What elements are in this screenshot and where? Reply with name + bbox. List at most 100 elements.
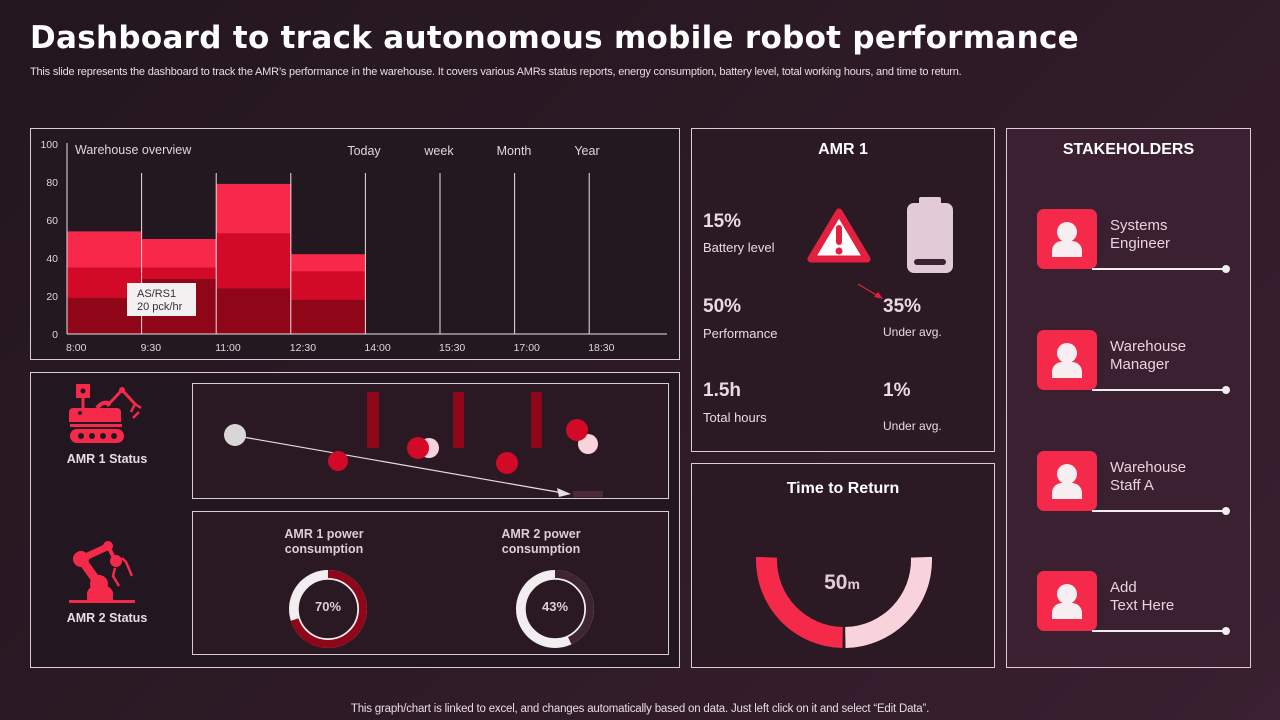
amr2-power-title-line1: AMR 2 power xyxy=(501,527,581,541)
y-tick-label: 0 xyxy=(52,329,58,341)
person-icon xyxy=(1052,343,1082,378)
person-icon xyxy=(1052,464,1082,499)
stakeholders-panel: STAKEHOLDERS Systems Engineer Warehouse Man… xyxy=(1006,128,1251,668)
time-to-return-gauge xyxy=(756,556,932,648)
period-tab-today[interactable]: Today xyxy=(347,144,381,158)
status-start-dot xyxy=(224,424,246,446)
amr1-power-title-line1: AMR 1 power xyxy=(284,527,364,541)
y-tick-label: 100 xyxy=(40,139,58,151)
status-flow-box xyxy=(192,383,669,499)
time-to-return-value: 50m xyxy=(802,571,882,595)
performance-value: 50% xyxy=(703,296,742,317)
x-tick-label: 18:30 xyxy=(588,342,614,354)
time-to-return-title: Time to Return xyxy=(786,480,900,497)
x-tick-label: 15:30 xyxy=(439,342,465,354)
amr1-power-value: 70% xyxy=(314,599,342,614)
period-tab-week[interactable]: week xyxy=(423,144,454,158)
amr2-power-donut xyxy=(516,570,594,648)
y-tick-label: 80 xyxy=(46,177,58,189)
amr2-power-title-line2: consumption xyxy=(501,542,581,556)
gauge-filled xyxy=(756,556,843,648)
amr1-power-title: AMR 1 power consumption xyxy=(254,527,394,557)
amr2-power-value: 43% xyxy=(541,599,569,614)
stakeholder-name: Systems Engineer xyxy=(1110,217,1170,253)
y-tick-label: 20 xyxy=(46,291,58,303)
chart-title: Warehouse overview xyxy=(75,143,192,157)
status-dot xyxy=(328,451,348,471)
stakeholder-item: Add Text Here xyxy=(1037,571,1237,641)
connector-line xyxy=(1092,389,1227,391)
avatar xyxy=(1037,330,1097,390)
amr1-status-label: AMR 1 Status xyxy=(66,452,148,466)
x-tick-label: 8:00 xyxy=(66,342,87,354)
warning-icon xyxy=(807,208,871,263)
x-tick-label: 12:30 xyxy=(290,342,316,354)
stakeholder-name-line2: Engineer xyxy=(1110,235,1171,252)
avatar xyxy=(1037,451,1097,511)
page-title: Dashboard to track autonomous mobile rob… xyxy=(30,20,1079,56)
time-to-return-number: 50 xyxy=(824,571,848,594)
arrow-head-icon xyxy=(557,488,571,497)
stakeholder-name-line2: Manager xyxy=(1110,356,1170,373)
person-icon xyxy=(1052,584,1082,619)
amr1-title: AMR 1 xyxy=(818,141,868,158)
robot-vehicle-icon xyxy=(69,384,142,443)
amr1-power-donut xyxy=(289,570,367,648)
amr2-status-label: AMR 2 Status xyxy=(66,611,148,625)
stakeholders-title: STAKEHOLDERS xyxy=(1062,141,1195,158)
stakeholder-name: Warehouse Manager xyxy=(1110,338,1186,374)
stakeholder-name-line1: Add xyxy=(1110,579,1137,596)
gauge-remaining xyxy=(845,556,932,648)
status-target-marker xyxy=(573,491,603,497)
status-dot xyxy=(496,452,518,474)
status-bar-2 xyxy=(453,392,464,448)
donut-hole xyxy=(524,578,586,640)
connector-line xyxy=(1092,510,1227,512)
connector-line xyxy=(1092,268,1227,270)
total-hours-value: 1.5h xyxy=(703,380,742,401)
x-tick-label: 9:30 xyxy=(141,342,162,354)
down-arrow-icon xyxy=(857,283,883,299)
warehouse-overview-chart: Warehouse overview 0 20 40 60 80 100 8:00 9:30 1… xyxy=(40,139,667,354)
connector-line xyxy=(1092,630,1227,632)
annotation-line-2: 20 pck/hr xyxy=(137,301,183,313)
stakeholder-item: Warehouse Manager xyxy=(1037,330,1237,400)
power-consumption-box: AMR 1 power consumption 70% AMR 2 power … xyxy=(192,511,669,655)
under-avg-value-2: 1% xyxy=(883,380,911,401)
y-tick-label: 60 xyxy=(46,215,58,227)
avatar xyxy=(1037,209,1097,269)
status-dot xyxy=(566,419,588,441)
time-to-return-panel: Time to Return 50m xyxy=(691,463,995,668)
time-to-return-unit: m xyxy=(847,576,860,592)
status-bar-3 xyxy=(531,392,542,448)
battery-level-label: Battery level xyxy=(703,240,775,255)
performance-label: Performance xyxy=(703,326,778,341)
annotation-box: AS/RS1 20 pck/hr xyxy=(127,283,196,316)
status-path-arrow xyxy=(242,436,564,494)
warehouse-overview-panel: Warehouse overview 0 20 40 60 80 100 8:00 9:30 1… xyxy=(30,128,680,360)
amr-status-panel: AMR 1 Status AMR 2 Status xyxy=(30,372,680,668)
battery-low-icon xyxy=(907,197,953,273)
x-tick-label: 11:00 xyxy=(215,342,241,354)
under-avg-label-2: Under avg. xyxy=(883,419,942,433)
stakeholder-name-line2: Text Here xyxy=(1110,597,1175,614)
robotic-arm-icon xyxy=(69,541,135,603)
page-subtitle: This slide represents the dashboard to t… xyxy=(30,66,962,78)
person-icon xyxy=(1052,222,1082,257)
connector-dot xyxy=(1222,627,1230,635)
stakeholder-item: Warehouse Staff A xyxy=(1037,451,1237,521)
connector-dot xyxy=(1222,265,1230,273)
period-tab-year[interactable]: Year xyxy=(574,144,599,158)
footer-note: This graph/chart is linked to excel, and… xyxy=(350,703,930,715)
total-hours-label: Total hours xyxy=(703,410,767,425)
amr1-panel: AMR 1 15% Battery level 50% Performance … xyxy=(691,128,995,452)
connector-dot xyxy=(1222,507,1230,515)
battery-level-value: 15% xyxy=(703,211,742,232)
stakeholder-name: Add Text Here xyxy=(1110,579,1174,615)
donut-fill xyxy=(516,570,594,648)
amr2-power-title: AMR 2 power consumption xyxy=(471,527,611,557)
x-tick-label: 17:00 xyxy=(514,342,540,354)
period-tab-month[interactable]: Month xyxy=(497,144,532,158)
x-tick-label: 14:00 xyxy=(364,342,390,354)
stakeholder-name: Warehouse Staff A xyxy=(1110,459,1186,495)
